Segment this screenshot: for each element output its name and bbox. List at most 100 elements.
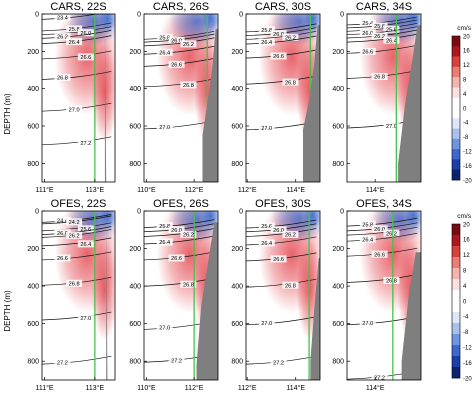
isopycnal-label: 27.0 — [159, 125, 170, 131]
colorbars: 20 16 12 8 4 0 -4 -8 -12 -16 -20 cm/s 20 16 12 8 4 0 -4 -8 -… — [451, 25, 472, 382]
contour-label-background — [54, 216, 71, 224]
y-tick-label: 0 — [137, 12, 141, 19]
contour-label-background — [180, 81, 197, 89]
isopycnal-label: 24.4 — [57, 219, 68, 225]
colorbar-segment — [452, 356, 460, 368]
panel-frame — [245, 210, 321, 381]
isopycnal-label: 26.4 — [80, 242, 91, 248]
x-tick-label: 113°E — [86, 384, 105, 392]
colorbar-segment — [452, 138, 460, 150]
contour-label-background — [180, 280, 197, 288]
colorbar-segment — [452, 257, 460, 269]
isopycnal-contour — [246, 23, 317, 33]
y-tick-label: 0 — [239, 209, 243, 216]
contour-label-background — [168, 60, 185, 68]
colorbar-segment — [452, 46, 460, 57]
isopycnal-label: 27.0 — [362, 321, 373, 327]
isopycnal-contour — [347, 22, 418, 32]
contour-label-background — [258, 124, 275, 132]
panel-5: 24.4 24.225.6 26.0 26.226.4 26.6 26.8 27.0 27.2… — [27, 198, 116, 392]
isopycnal-label: 26.4 — [386, 38, 397, 44]
isopycnal-label: 26.6 — [273, 257, 284, 263]
isopycnal-label: 26.2 — [183, 233, 194, 239]
y-axis-label-top: DEPTH (m) — [3, 93, 12, 135]
isopycnal-label: 27.2 — [80, 141, 91, 147]
panel-plot-area: 24.4 24.225.6 26.0 26.226.4 26.6 26.8 27.0 27.2 — [42, 211, 115, 380]
colorbar-tick-label: 20 — [463, 222, 470, 228]
isopycnal-label: 25.8 — [362, 222, 373, 228]
colorbar-segment — [452, 149, 460, 160]
isopycnal-label: 26.6 — [171, 256, 182, 262]
isopycnal-label: 25.4 — [362, 21, 373, 27]
y-tick-label: 400 — [231, 86, 243, 93]
isopycnal-label: 25.8 — [159, 36, 170, 42]
isopycnal-label: 26.8 — [69, 281, 80, 287]
y-tick-label: 600 — [231, 321, 243, 328]
contour-label-background — [54, 73, 71, 81]
colorbar-tick-label: -8 — [463, 330, 469, 336]
contour-label-background — [359, 319, 376, 327]
isopycnal-contour — [42, 136, 112, 146]
colorbar-tick-label: -12 — [463, 346, 472, 352]
colorbar-tick-label: 8 — [463, 269, 467, 275]
isopycnal-label: 26.2 — [57, 35, 68, 41]
isopycnal-label: 26.0 — [273, 32, 284, 38]
panel-8: 25.826.026.2 26.4 26.6 26.8 27.0 27.2 OFES, 34… — [332, 198, 422, 392]
isopycnal-label: 26.0 — [171, 228, 182, 234]
panel-title: CARS, 22S — [50, 1, 106, 13]
contour-label-background — [383, 229, 400, 237]
colorbar-segment — [452, 345, 460, 357]
contour-label-background — [156, 48, 173, 56]
colorbar-segment — [452, 224, 460, 236]
isopycnal-label: 26.8 — [57, 76, 68, 82]
colorbar-segment — [452, 108, 460, 119]
contour-label-background — [156, 323, 173, 331]
y-tick-label: 800 — [332, 359, 344, 366]
contour-label-background — [77, 53, 94, 61]
contour-label-background — [371, 250, 388, 258]
contour-label-background — [282, 230, 299, 238]
isopycnal-label: 26.6 — [57, 256, 68, 262]
contour-label-background — [156, 33, 173, 41]
isopycnal-label: 26.0 — [273, 228, 284, 234]
isopycnal-label: 26.0 — [57, 231, 68, 237]
topography — [398, 25, 421, 182]
isopycnal-label: 26.2 — [374, 34, 385, 40]
isopycnal-contour — [42, 30, 112, 39]
topography — [310, 257, 320, 380]
isopycnal-contour — [347, 274, 418, 283]
isopycnal-contour — [42, 26, 112, 36]
isopycnal-contour — [347, 232, 418, 242]
isopycnal-contour — [42, 355, 112, 365]
x-tick-label: 114°E — [366, 186, 385, 194]
isopycnal-label: 27.0 — [386, 124, 397, 130]
y-tick-label: 800 — [231, 359, 243, 366]
isopycnal-label: 26.0 — [171, 38, 182, 44]
panel-plot-area: 25.626.026.2 26.4 26.6 26.8 27.0 27.2 — [246, 211, 320, 380]
isopycnal-label: 26.8 — [285, 283, 296, 289]
colorbar-tick-label: 4 — [463, 284, 467, 290]
isopycnal-contour — [347, 33, 418, 43]
topography — [303, 25, 320, 182]
contour-label-background — [168, 356, 185, 364]
x-tick-label: 111°E — [35, 186, 53, 194]
contour-label-background — [282, 78, 299, 86]
surface-jet-core — [201, 211, 218, 230]
contour-label-background — [383, 276, 400, 284]
y-tick-label: 200 — [231, 49, 243, 56]
isopycnal-contour — [246, 75, 317, 85]
isopycnal-label: 27.0 — [159, 326, 170, 332]
y-tick-label: 0 — [340, 209, 344, 216]
contour-label-background — [359, 47, 376, 55]
x-tick-label: 112°E — [238, 186, 257, 194]
contour-label-background — [282, 281, 299, 289]
colorbar-tick-label: -4 — [463, 315, 469, 321]
isopycnal-label: 26.4 — [261, 241, 272, 247]
y-tick-label: 200 — [129, 246, 141, 253]
colorbar-segment — [452, 279, 460, 291]
contour-label-background — [359, 29, 376, 37]
isopycnal-label: 26.2 — [285, 36, 296, 42]
contour-label-background — [258, 26, 275, 34]
isopycnal-contour — [42, 50, 112, 60]
